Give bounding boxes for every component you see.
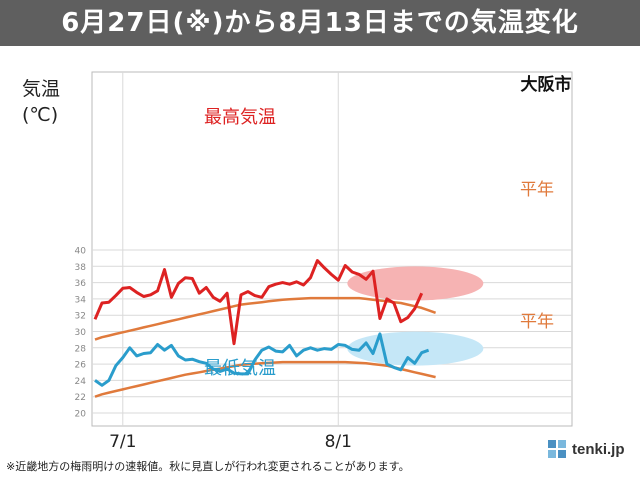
tenki-logo-icon [548,440,566,458]
y-tick-label: 34 [75,295,87,305]
normal-label-lower: 平年 [520,312,554,332]
series-label-min: 最低気温 [204,358,276,379]
series-normal-min-line [94,360,436,398]
title-bar: 6月27日(※)から8月13日までの気温変化 [0,0,640,46]
x-tick-label: 8/1 [325,432,352,452]
normal-label-upper: 平年 [520,180,554,200]
y-tick-label: 30 [75,328,87,338]
forecast-band-max [347,266,484,301]
y-axis-label-line2: (℃) [22,104,59,126]
tenki-logo: tenki.jp [546,437,625,461]
x-tick-label: 7/1 [109,432,136,452]
series-max-line [93,259,424,346]
series-min-line [94,332,430,387]
y-tick-label: 40 [75,247,87,257]
plot-frame [91,71,573,427]
y-tick-label: 38 [75,263,87,273]
series-label-max: 最高気温 [204,107,276,128]
location-label: 大阪市 [521,74,572,95]
chart-title: 6月27日(※)から8月13日までの気温変化 [61,8,579,38]
y-tick-label: 22 [75,393,86,403]
y-tick-label: 20 [75,410,87,420]
y-tick-label: 28 [75,344,87,354]
y-tick-label: 36 [75,279,87,289]
footnote: ※近畿地方の梅雨明けの速報値。秋に見直しが行われ変更されることがあります。 [6,460,410,473]
y-axis-label-line1: 気温 [22,78,61,100]
tenki-logo-text: tenki.jp [572,440,625,458]
y-tick-label: 24 [75,377,87,387]
y-axis-label: 気温 (℃) [22,76,64,128]
y-tick-label: 26 [75,361,87,371]
y-tick-label: 32 [75,312,86,322]
